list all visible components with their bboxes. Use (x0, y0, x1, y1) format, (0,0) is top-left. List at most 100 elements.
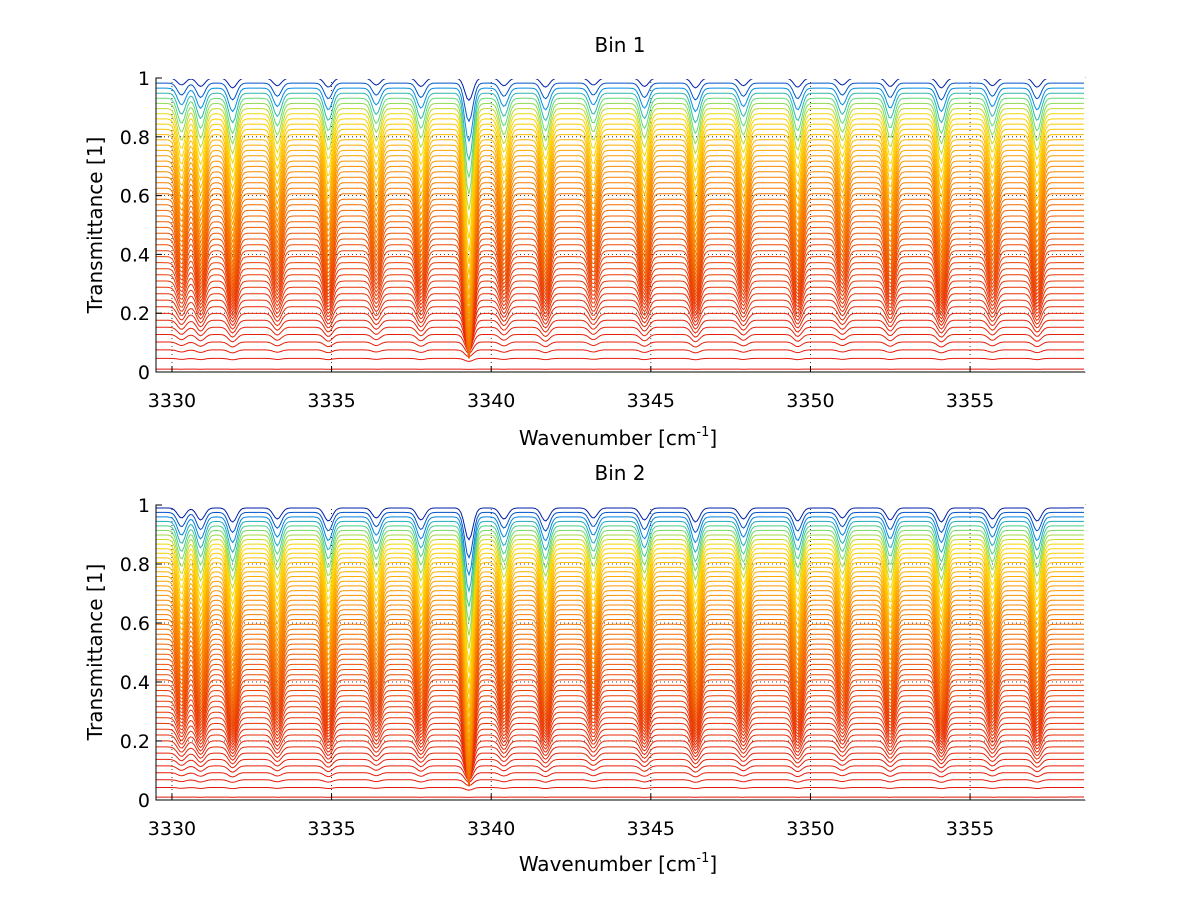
y-tick-label: 0.2 (120, 731, 150, 753)
series-line (156, 128, 1085, 264)
y-tick-label: 0 (138, 362, 150, 384)
series-line (156, 604, 1085, 765)
series-line (156, 609, 1085, 769)
series-line (156, 293, 1085, 353)
series-line (156, 171, 1085, 332)
series-line (156, 209, 1085, 356)
series-line (156, 139, 1085, 286)
y-tick-label: 0 (138, 790, 150, 812)
series-line (156, 77, 1085, 102)
series-line (156, 97, 1085, 178)
series-group (156, 77, 1085, 370)
series-line (156, 341, 1085, 354)
x-axis-label-main: Wavenumber [cm (519, 852, 697, 876)
y-tick-label: 0.6 (120, 186, 150, 208)
series-line (156, 221, 1085, 358)
x-axis-label: Wavenumber [cm-1] (519, 851, 717, 876)
x-tick-label: 3355 (946, 818, 994, 840)
series-line (156, 520, 1085, 594)
series-line (156, 734, 1085, 779)
series-line (156, 144, 1085, 296)
series-line (156, 722, 1085, 780)
series-line (156, 746, 1085, 778)
series-line (156, 149, 1085, 304)
y-axis-label: Transmittance [1] (83, 564, 107, 742)
series-line (156, 674, 1085, 786)
series-line (156, 695, 1085, 783)
series-line (156, 580, 1085, 738)
series-line (156, 561, 1085, 705)
series-line (156, 511, 1085, 560)
series-line (156, 706, 1085, 781)
series-line (156, 758, 1085, 780)
series-line (156, 108, 1085, 211)
series-line (156, 668, 1085, 787)
x-axis-label: Wavenumber [cm-1] (519, 425, 717, 450)
x-tick-label: 3335 (307, 390, 355, 412)
series-line (156, 319, 1085, 351)
y-tick-label: 0.2 (120, 303, 150, 325)
series-line (156, 268, 1085, 355)
plot-area: 3330 3335 3340 3345 3350 3355 0 0.2 0.4 0.6 0.8 1 (120, 68, 1086, 412)
series-line (156, 648, 1085, 786)
x-tick-label: 3345 (627, 818, 675, 840)
series-line (156, 772, 1085, 783)
series-line (156, 334, 1085, 352)
series-line (156, 529, 1085, 622)
series-line (156, 599, 1085, 761)
series-line (156, 262, 1085, 356)
series-line (156, 643, 1085, 786)
series-line (156, 689, 1085, 784)
chart-panel-bin-2: Bin 2 3330 3335 3340 3345 3350 3355 0 0.2 0.4 0.6… (83, 461, 1086, 876)
series-line (156, 155, 1085, 312)
series-line (156, 618, 1085, 776)
x-tick-label: 3330 (148, 818, 196, 840)
series-line (156, 663, 1085, 787)
series-line (156, 765, 1085, 781)
y-tick-label: 0.6 (120, 613, 150, 635)
series-line (156, 204, 1085, 354)
series-line (156, 87, 1085, 143)
series-line (156, 280, 1085, 353)
series-line (156, 700, 1085, 782)
series-line (156, 525, 1085, 607)
series-line (156, 539, 1085, 649)
series-line (156, 653, 1085, 787)
series-line (156, 566, 1085, 714)
series-line (156, 590, 1085, 750)
series-line (156, 658, 1085, 787)
series-line (156, 299, 1085, 352)
series-line (156, 552, 1085, 685)
series-line (156, 92, 1085, 162)
series-line (156, 182, 1085, 342)
series-line (156, 134, 1085, 276)
series-line (156, 711, 1085, 782)
series-line (156, 752, 1085, 779)
series-line (156, 193, 1085, 349)
series-line (156, 585, 1085, 744)
series-line (156, 165, 1085, 326)
x-axis-label-main: Wavenumber [cm (519, 426, 697, 450)
series-line (156, 679, 1085, 786)
series-line (156, 176, 1085, 337)
x-axis-label-end: ] (709, 426, 717, 450)
x-tick-label: 3345 (627, 390, 675, 412)
series-line (156, 118, 1085, 239)
series-line (156, 638, 1085, 784)
series-line (156, 312, 1085, 350)
series-line (156, 614, 1085, 773)
series-line (156, 548, 1085, 674)
series-line (156, 717, 1085, 781)
chart-title: Bin 1 (594, 33, 645, 57)
series-line (156, 575, 1085, 730)
series-line (156, 516, 1085, 577)
series-line (156, 534, 1085, 636)
y-tick-label: 0.8 (120, 127, 150, 149)
series-line (156, 123, 1085, 252)
series-line (156, 633, 1085, 783)
x-tick-label: 3355 (946, 390, 994, 412)
series-line (156, 684, 1085, 785)
series-line (156, 594, 1085, 756)
series-line (156, 779, 1085, 787)
